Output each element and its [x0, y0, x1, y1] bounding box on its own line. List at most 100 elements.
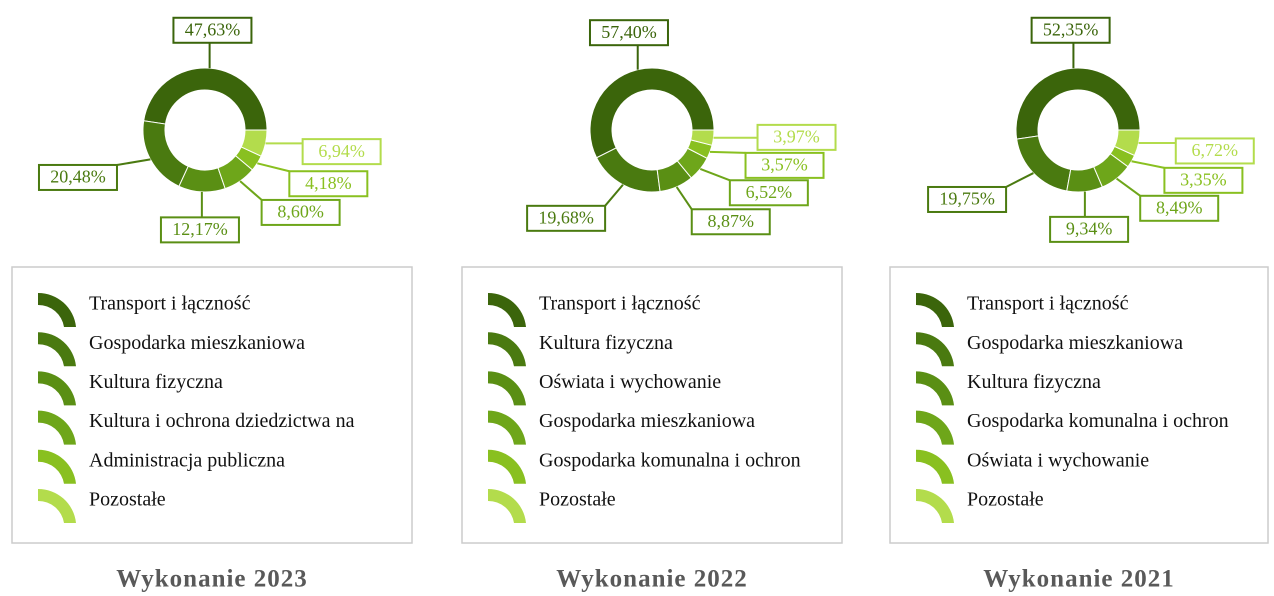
leader-line: [1131, 160, 1165, 169]
label-box: [728, 179, 809, 207]
data-label: 3,97%: [773, 126, 820, 146]
chart-title: Wykonanie 2023: [116, 566, 308, 593]
legend-label: Pozostałe: [539, 489, 616, 511]
leader-line: [709, 150, 746, 154]
leader-line: [604, 184, 624, 207]
donut-segment: [178, 165, 226, 193]
leader-line: [1005, 172, 1034, 188]
legend: Transport i łączność Kultura fizyczna Oświ…: [488, 293, 801, 523]
legend-swatch: [38, 292, 76, 327]
donut-segment: [589, 67, 715, 159]
label-box: [301, 138, 382, 166]
data-label: 19,68%: [538, 207, 594, 227]
legend-swatch: [38, 332, 76, 367]
legend-swatch: [38, 410, 76, 445]
label-box: [1030, 16, 1111, 44]
data-label: 3,35%: [1180, 169, 1227, 189]
data-label: 57,40%: [601, 22, 657, 42]
legend-label: Oświata i wychowanie: [539, 371, 721, 393]
chart-title: Wykonanie 2021: [983, 566, 1175, 593]
donut-segment: [595, 147, 661, 193]
leader-line: [116, 158, 151, 166]
label-box: [1163, 166, 1244, 194]
leader-line: [257, 162, 290, 173]
label-box: [159, 216, 240, 244]
data-label: 6,94%: [318, 141, 365, 161]
legend-swatch: [916, 410, 954, 445]
legend-swatch: [916, 449, 954, 484]
legend: Transport i łączność Gospodarka mieszkani…: [916, 293, 1229, 523]
data-label: 9,34%: [1066, 219, 1113, 239]
label-box: [288, 170, 369, 198]
data-label: 6,52%: [746, 182, 793, 202]
data-label: 8,49%: [1156, 197, 1203, 217]
data-label: 3,57%: [761, 154, 808, 174]
leader-line: [1115, 177, 1141, 197]
data-label: 4,18%: [305, 173, 352, 193]
data-label: 12,17%: [172, 219, 228, 239]
legend-label: Gospodarka komunalna i ochron: [539, 449, 801, 471]
donut-segment: [690, 129, 715, 146]
legend-label: Kultura i ochrona dziedzictwa na: [89, 410, 355, 432]
legend-swatch: [916, 332, 954, 367]
legend-box: [11, 266, 413, 544]
legend-label: Gospodarka mieszkaniowa: [89, 332, 305, 354]
label-box: [1139, 194, 1220, 222]
donut-segment: [1015, 67, 1141, 140]
leader-line: [675, 186, 693, 210]
legend-swatch: [38, 371, 76, 406]
leader-line: [239, 180, 263, 201]
legend-swatch: [916, 292, 954, 327]
data-label: 19,75%: [939, 189, 995, 209]
label-box: [172, 16, 253, 44]
legend-label: Kultura fizyczna: [967, 371, 1101, 393]
chart-title: Wykonanie 2022: [556, 566, 748, 593]
label-box: [37, 163, 118, 191]
label-box: [744, 151, 825, 179]
data-label: 8,87%: [708, 211, 755, 231]
legend-label: Gospodarka mieszkaniowa: [539, 410, 755, 432]
label-box: [756, 123, 837, 151]
legend-label: Transport i łączność: [539, 293, 701, 315]
label-box: [1174, 137, 1255, 165]
label-box: [526, 204, 607, 232]
data-label: 8,60%: [277, 202, 324, 222]
data-label: 6,72%: [1192, 140, 1239, 160]
legend-label: Oświata i wychowanie: [967, 449, 1149, 471]
data-label: 52,35%: [1043, 19, 1099, 39]
legend-label: Pozostałe: [89, 489, 166, 511]
legend-label: Kultura fizyczna: [539, 332, 673, 354]
legend-label: Transport i łączność: [967, 293, 1129, 315]
leader-line: [699, 167, 731, 182]
label-box: [1049, 215, 1130, 243]
legend-swatch: [488, 410, 526, 445]
label-box: [588, 19, 669, 47]
legend-swatch: [38, 488, 76, 523]
legend-label: Transport i łączność: [89, 293, 251, 315]
legend-label: Kultura fizyczna: [89, 371, 223, 393]
legend-swatch: [488, 292, 526, 327]
data-label: 47,63%: [185, 19, 241, 39]
donut-segment: [142, 120, 189, 187]
legend-swatch: [488, 488, 526, 523]
label-box: [927, 185, 1008, 213]
legend-swatch: [38, 449, 76, 484]
donut-segment: [143, 67, 268, 131]
legend-swatch: [916, 371, 954, 406]
legend-label: Gospodarka mieszkaniowa: [967, 332, 1183, 354]
label-box: [260, 198, 341, 226]
label-box: [690, 208, 771, 236]
legend-label: Gospodarka komunalna i ochron: [967, 410, 1229, 432]
donut-segment: [240, 129, 268, 157]
legend-label: Administracja publiczna: [89, 449, 285, 471]
legend-swatch: [916, 488, 954, 523]
data-label: 20,48%: [50, 167, 106, 187]
donut-segment: [1016, 135, 1072, 192]
legend-swatch: [488, 449, 526, 484]
legend-label: Pozostałe: [967, 489, 1044, 511]
legend-swatch: [488, 332, 526, 367]
legend-swatch: [488, 371, 526, 406]
legend: Transport i łączność Gospodarka mieszkani…: [38, 293, 355, 523]
donut-segment: [1113, 129, 1141, 157]
